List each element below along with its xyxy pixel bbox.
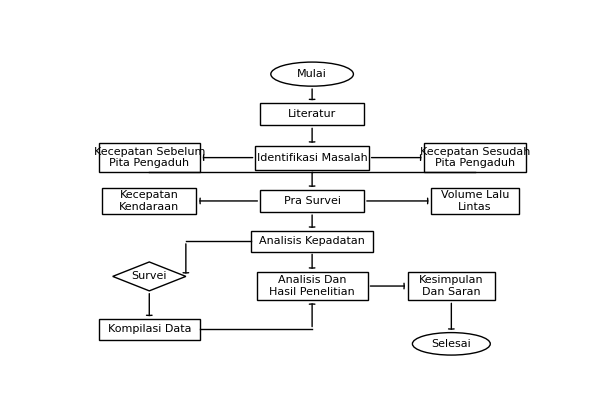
Text: Survei: Survei [132, 271, 167, 281]
Text: Kecepatan
Kendaraan: Kecepatan Kendaraan [119, 190, 180, 212]
Text: Pra Survei: Pra Survei [284, 196, 340, 206]
Ellipse shape [271, 62, 353, 86]
FancyBboxPatch shape [256, 271, 368, 301]
Text: Analisis Kepadatan: Analisis Kepadatan [259, 236, 365, 246]
Text: Kesimpulan
Dan Saran: Kesimpulan Dan Saran [419, 275, 484, 297]
Text: Mulai: Mulai [297, 69, 327, 79]
FancyBboxPatch shape [251, 231, 373, 251]
FancyBboxPatch shape [260, 190, 364, 212]
FancyBboxPatch shape [256, 146, 369, 170]
Ellipse shape [412, 333, 490, 355]
FancyBboxPatch shape [102, 188, 197, 214]
FancyBboxPatch shape [431, 188, 519, 214]
Text: Analisis Dan
Hasil Penelitian: Analisis Dan Hasil Penelitian [269, 275, 355, 297]
FancyBboxPatch shape [99, 319, 200, 340]
Text: Identifikasi Masalah: Identifikasi Masalah [257, 153, 367, 163]
Text: Literatur: Literatur [288, 109, 336, 119]
FancyBboxPatch shape [407, 271, 495, 301]
FancyBboxPatch shape [424, 143, 526, 172]
FancyBboxPatch shape [260, 103, 364, 126]
Polygon shape [113, 262, 186, 291]
Text: Selesai: Selesai [431, 339, 471, 349]
FancyBboxPatch shape [99, 143, 200, 172]
Text: Kompilasi Data: Kompilasi Data [108, 324, 191, 334]
Text: Kecepatan Sebelum
Pita Pengaduh: Kecepatan Sebelum Pita Pengaduh [94, 147, 205, 168]
Text: Kecepatan Sesudah
Pita Pengaduh: Kecepatan Sesudah Pita Pengaduh [420, 147, 530, 168]
Text: Volume Lalu
Lintas: Volume Lalu Lintas [441, 190, 509, 212]
